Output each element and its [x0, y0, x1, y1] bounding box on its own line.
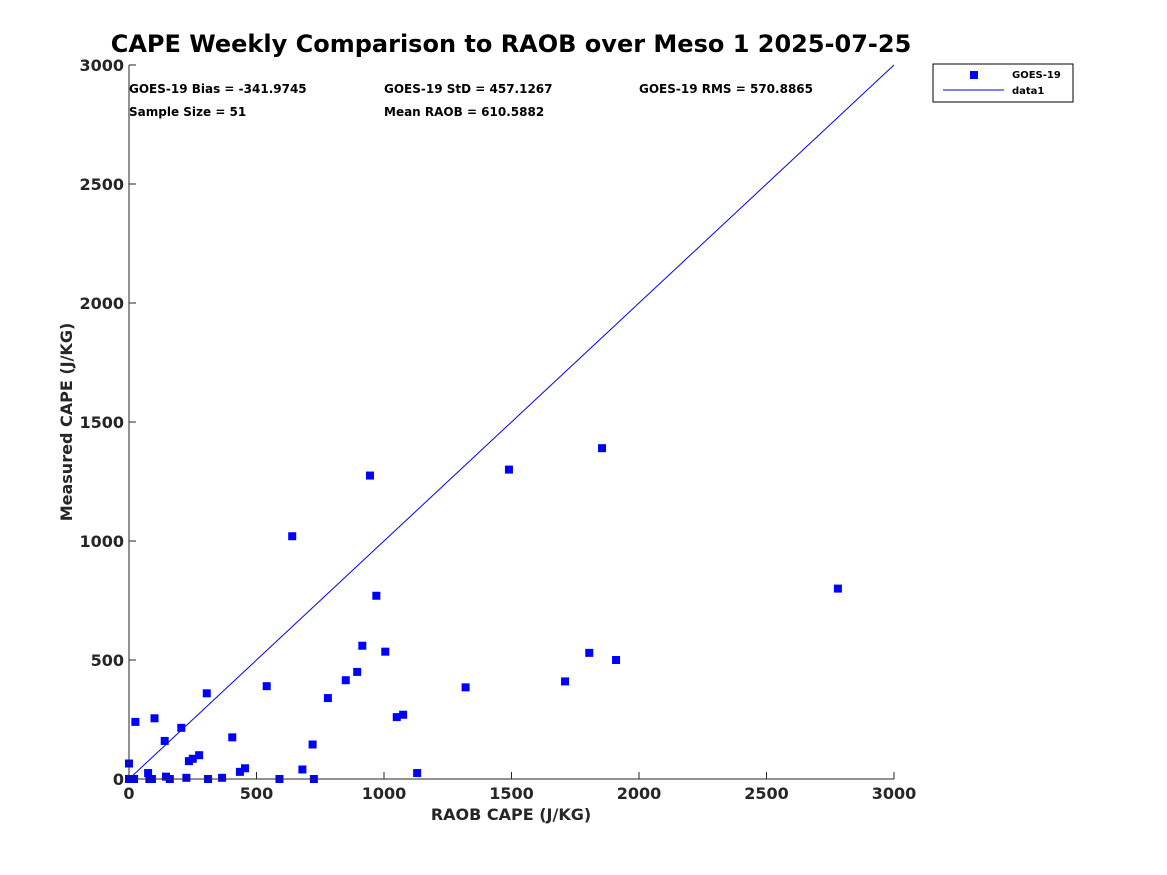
- y-tick-label: 2500: [79, 175, 124, 194]
- data-point: [228, 733, 237, 742]
- data-point: [182, 773, 191, 782]
- stat-sample-size: Sample Size = 51: [129, 105, 246, 119]
- data-point: [202, 689, 211, 698]
- data-point: [381, 647, 390, 656]
- data-point: [298, 765, 307, 774]
- y-tick-label: 500: [91, 651, 124, 670]
- x-tick-label: 2000: [617, 784, 662, 803]
- data-point: [195, 751, 204, 760]
- axes: [128, 64, 895, 780]
- y-tick-label: 3000: [79, 56, 124, 75]
- data-point: [833, 584, 842, 593]
- x-tick-label: 500: [240, 784, 273, 803]
- data-point: [323, 694, 332, 703]
- reference-line-data1: [128, 64, 895, 780]
- data-point: [160, 736, 169, 745]
- legend: GOES-19 data1: [932, 63, 1074, 103]
- data-point: [144, 769, 153, 778]
- data-point: [372, 591, 381, 600]
- data-point: [504, 465, 513, 474]
- data-point: [131, 717, 140, 726]
- y-tick-label: 2000: [79, 294, 124, 313]
- x-axis-label: RAOB CAPE (J/KG): [431, 805, 591, 824]
- stat-rms: GOES-19 RMS = 570.8865: [639, 82, 813, 96]
- data-point: [262, 682, 271, 691]
- data-point: [399, 710, 408, 719]
- data-point: [612, 656, 621, 664]
- data-point: [392, 713, 401, 722]
- x-tick-label: 2500: [744, 784, 789, 803]
- data-point: [235, 767, 244, 776]
- x-tick-labels: 0 500 1000 1500 2000 2500 3000: [123, 784, 916, 803]
- plot-area: [125, 64, 895, 783]
- x-tick-label: 3000: [872, 784, 917, 803]
- x-tick-label: 1000: [362, 784, 407, 803]
- data-point: [218, 773, 227, 782]
- legend-label-data1: data1: [1012, 86, 1044, 97]
- legend-marker-icon: [970, 71, 978, 79]
- y-tick-label: 0: [113, 770, 124, 789]
- data-point: [561, 677, 570, 686]
- data-point: [585, 648, 594, 657]
- legend-box: [932, 63, 1074, 103]
- data-point: [461, 683, 470, 692]
- data-point: [308, 740, 317, 749]
- data-point: [413, 769, 422, 778]
- stat-std: GOES-19 StD = 457.1267: [384, 82, 553, 96]
- legend-label-goes19: GOES-19: [1012, 70, 1061, 81]
- x-tick-label: 0: [123, 784, 134, 803]
- data-point: [177, 723, 186, 732]
- chart-title: CAPE Weekly Comparison to RAOB over Meso…: [111, 30, 912, 58]
- data-point: [358, 641, 367, 650]
- data-point: [341, 676, 350, 685]
- data-point: [150, 714, 159, 723]
- stat-mean-raob: Mean RAOB = 610.5882: [384, 105, 544, 119]
- y-axis-label: Measured CAPE (J/KG): [57, 323, 76, 522]
- data-point: [598, 444, 607, 453]
- stat-bias: GOES-19 Bias = -341.9745: [129, 82, 307, 96]
- data-point: [365, 471, 374, 480]
- y-tick-labels: 0 500 1000 1500 2000 2500 3000: [79, 56, 124, 789]
- y-tick-label: 1500: [79, 413, 124, 432]
- data-point: [353, 667, 362, 676]
- data-point: [188, 754, 197, 763]
- data-point: [288, 532, 297, 541]
- y-tick-label: 1000: [79, 532, 124, 551]
- data-point: [241, 764, 250, 773]
- x-tick-label: 1500: [489, 784, 534, 803]
